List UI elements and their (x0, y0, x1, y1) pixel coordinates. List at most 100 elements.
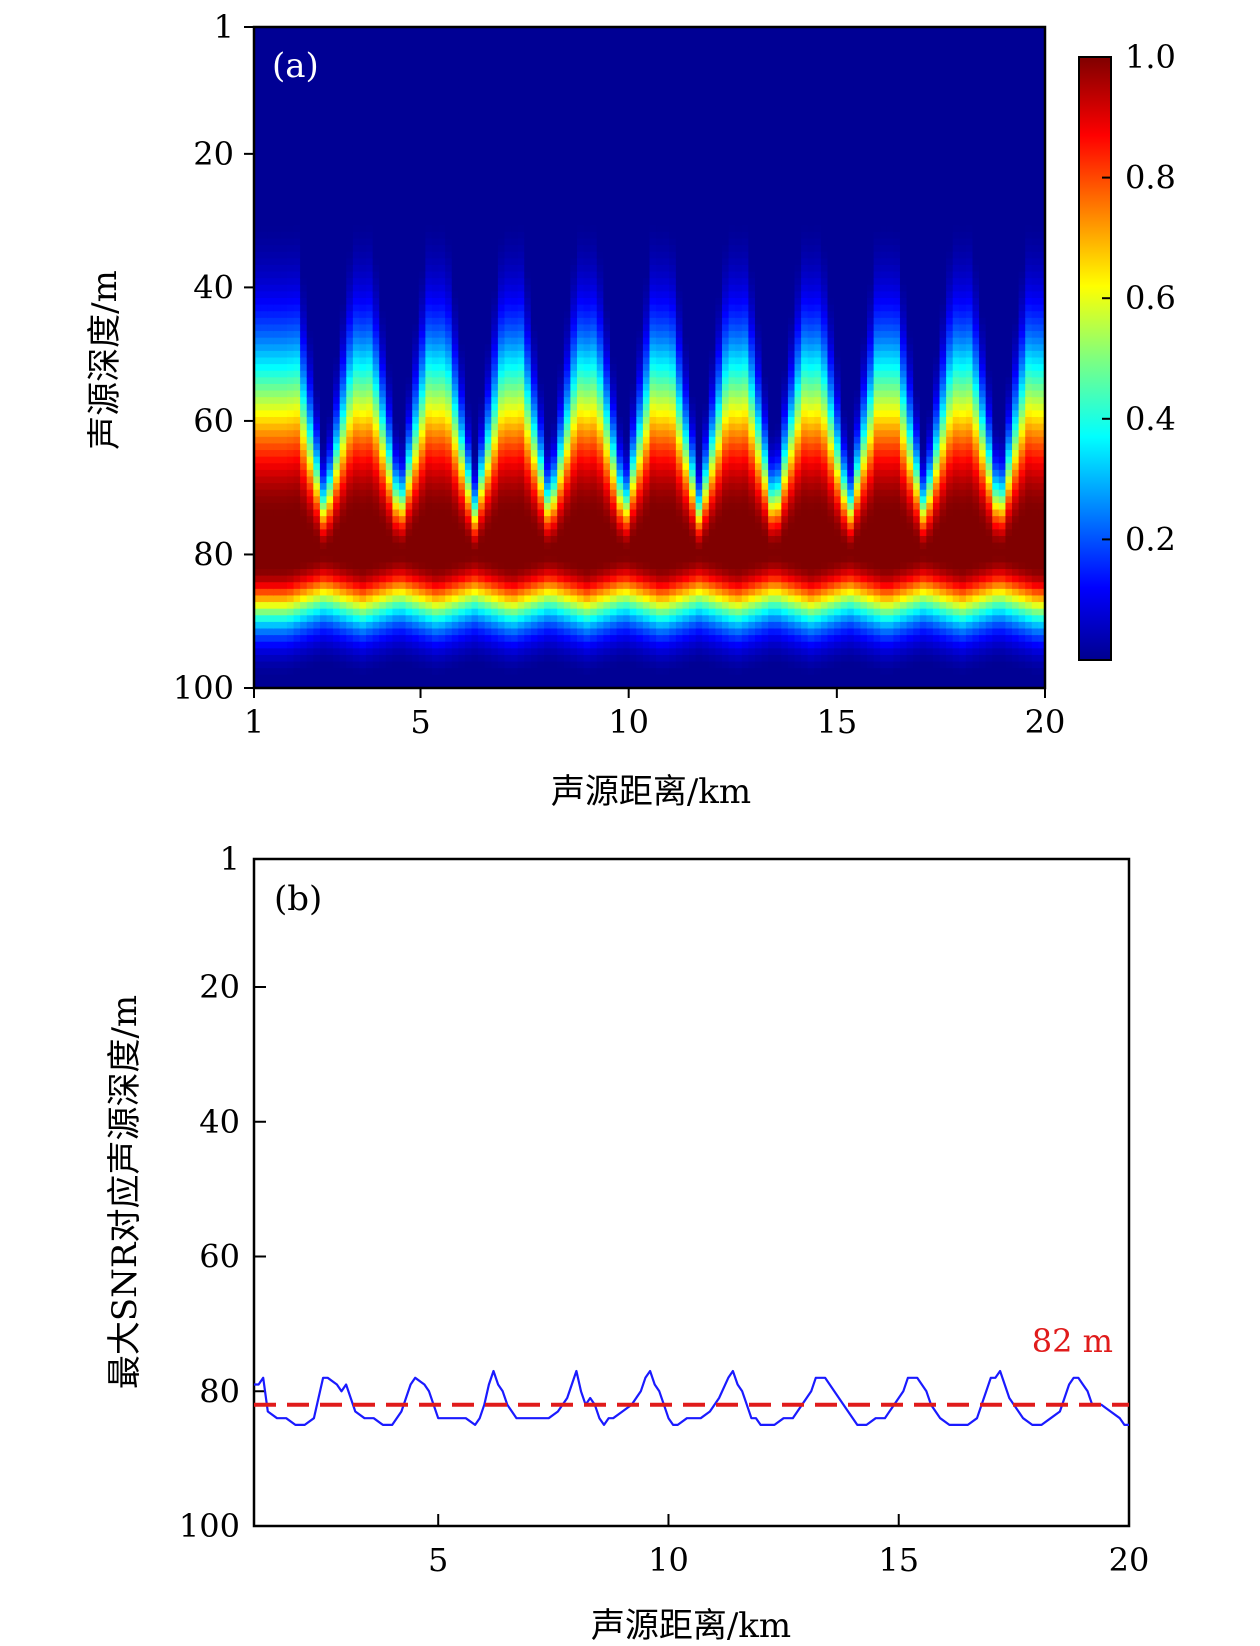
heatmap-cell (339, 456, 347, 464)
heatmap-cell (438, 350, 446, 359)
heatmap-cell (254, 86, 262, 94)
heatmap-cell (352, 159, 361, 167)
heatmap-cell (511, 205, 519, 213)
heatmap-cell (557, 489, 565, 497)
heatmap-cell (464, 430, 473, 438)
heatmap-cell (451, 317, 459, 326)
heatmap-cell (273, 132, 281, 140)
heatmap-cell (385, 608, 394, 616)
heatmap-cell (366, 46, 374, 55)
heatmap-cell (478, 621, 486, 630)
heatmap-cell (385, 324, 394, 332)
heatmap-cell (254, 337, 262, 345)
heatmap-cell (267, 463, 275, 471)
heatmap-cell (464, 463, 473, 471)
heatmap-cell (293, 298, 301, 306)
heatmap-cell (445, 112, 453, 121)
heatmap-cell (537, 271, 545, 279)
heatmap-cell (557, 628, 565, 636)
heatmap-cell (280, 602, 288, 610)
heatmap-cell (550, 535, 558, 544)
heatmap-cell (379, 529, 387, 537)
heatmap-cell (326, 416, 334, 425)
heatmap-cell (300, 212, 308, 220)
heatmap-cell (497, 661, 506, 669)
heatmap-cell (372, 628, 380, 636)
heatmap-cell (471, 516, 479, 524)
heatmap-cell (306, 46, 314, 55)
heatmap-cell (392, 33, 400, 41)
heatmap-cell (300, 192, 308, 200)
heatmap-cell (293, 483, 301, 491)
heatmap-cell (544, 291, 552, 299)
heatmap-cell (563, 456, 571, 464)
heatmap-cell (399, 60, 407, 68)
heatmap-cell (412, 450, 420, 458)
heatmap-cell (484, 423, 492, 431)
heatmap-cell (438, 159, 446, 167)
heatmap-cell (445, 397, 453, 405)
heatmap-cell (550, 436, 558, 445)
heatmap-cell (412, 298, 420, 306)
heatmap-cell (451, 86, 459, 94)
heatmap-cell (319, 304, 328, 312)
heatmap-cell (260, 661, 268, 669)
heatmap-cell (352, 588, 361, 597)
heatmap-cell (471, 165, 479, 174)
heatmap-cell (326, 654, 334, 663)
heatmap-cell (517, 522, 525, 530)
heatmap-cell (478, 192, 486, 200)
heatmap-cell (425, 621, 433, 630)
heatmap-cell (385, 674, 394, 682)
heatmap-cell (273, 416, 281, 425)
heatmap-cell (372, 40, 380, 48)
heatmap-cell (260, 251, 268, 259)
heatmap-cell (530, 27, 539, 35)
heatmap-cell (379, 53, 387, 61)
heatmap-cell (471, 582, 479, 590)
heatmap-cell (300, 205, 308, 213)
heatmap-cell (366, 337, 374, 345)
heatmap-cell (471, 555, 479, 564)
heatmap-cell (346, 509, 354, 517)
heatmap-cell (491, 661, 499, 669)
heatmap-cell (392, 463, 400, 471)
heatmap-cell (326, 469, 334, 478)
heatmap-cell (563, 469, 571, 478)
heatmap-cell (359, 73, 367, 81)
heatmap-cell (563, 516, 571, 524)
heatmap-cell (491, 231, 499, 240)
heatmap-cell (524, 298, 532, 306)
heatmap-cell (537, 53, 545, 61)
heatmap-cell (517, 192, 525, 200)
heatmap-cell (517, 112, 525, 121)
heatmap-cell (260, 569, 268, 577)
heatmap-cell (576, 569, 585, 577)
heatmap-cell (438, 198, 446, 207)
heatmap-cell (313, 654, 321, 663)
heatmap-cell (576, 165, 585, 174)
heatmap-cell (478, 383, 486, 392)
heatmap-cell (563, 172, 571, 180)
heatmap-cell (352, 674, 361, 682)
heatmap-cell (511, 165, 519, 174)
heatmap-cell (530, 40, 539, 48)
heatmap-cell (484, 331, 492, 339)
heatmap-cell (385, 145, 394, 154)
heatmap-cell (273, 621, 281, 630)
heatmap-cell (306, 450, 314, 458)
heatmap-cell (412, 192, 420, 200)
heatmap-cell (399, 185, 407, 193)
heatmap-cell (385, 436, 394, 445)
heatmap-cell (557, 443, 565, 451)
heatmap-cell (366, 258, 374, 266)
heatmap-cell (319, 212, 328, 220)
heatmap-cell (326, 179, 334, 187)
heatmap-cell (445, 654, 453, 663)
heatmap-cell (352, 575, 361, 583)
heatmap-cell (511, 225, 519, 233)
heatmap-cell (524, 126, 532, 134)
heatmap-cell (544, 641, 552, 649)
heatmap-cell (313, 205, 321, 213)
heatmap-cell (260, 469, 268, 478)
